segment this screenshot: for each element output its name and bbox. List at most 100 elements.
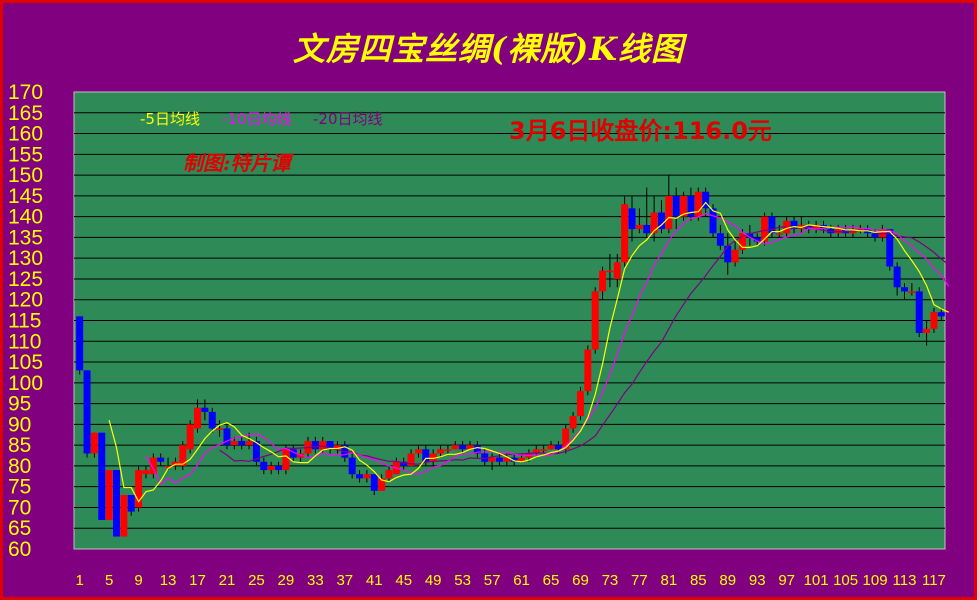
candle-down [724, 245, 732, 263]
x-tick-label: 41 [366, 572, 383, 589]
candle-down [370, 474, 378, 491]
candle-down [400, 461, 408, 466]
candle-down [238, 440, 246, 446]
x-tick-label: 17 [189, 572, 206, 589]
candle-up [282, 449, 290, 471]
candle-up [761, 216, 769, 242]
legend-ma20: -20日均线 [313, 110, 383, 128]
candle-down [459, 445, 467, 450]
candle-up [856, 229, 864, 231]
candle-up [267, 465, 275, 471]
candle-down [702, 191, 710, 209]
candle-up [738, 233, 746, 250]
candle-up [812, 224, 820, 230]
y-tick-label: 125 [8, 268, 43, 291]
ma20-line [219, 226, 957, 465]
candle-down [481, 453, 489, 462]
candle-up [378, 478, 386, 491]
candle-down [716, 233, 724, 246]
candle-up [930, 312, 938, 329]
candle-up [650, 212, 658, 234]
candle-up [319, 440, 327, 450]
close-price-annotation: 3月6日收盘价:116.0元 [509, 117, 772, 145]
y-tick-label: 140 [8, 206, 43, 229]
candle-up [621, 204, 629, 263]
y-tick-label: 130 [8, 247, 43, 270]
candle-up [665, 195, 673, 230]
y-tick-label: 150 [8, 164, 43, 187]
candle-down [223, 428, 231, 446]
candle-up [908, 291, 916, 293]
candle-down [746, 233, 754, 238]
y-tick-label: 110 [8, 330, 41, 353]
candle-up [451, 445, 459, 450]
x-tick-label: 29 [278, 572, 295, 589]
candle-up [606, 270, 614, 273]
candle-up [775, 233, 783, 235]
y-tick-label: 65 [8, 517, 31, 540]
candle-up [385, 470, 393, 479]
x-tick-label: 57 [484, 572, 501, 589]
candle-down [554, 445, 562, 450]
x-tick-label: 65 [543, 572, 560, 589]
candle-up [444, 449, 452, 451]
x-tick-label: 61 [513, 572, 530, 589]
candle-down [348, 457, 356, 475]
candle-up [186, 424, 194, 450]
x-tick-label: 117 [922, 572, 946, 589]
candle-up [532, 449, 540, 454]
x-tick-label: 105 [833, 572, 858, 589]
ma10-line [145, 213, 950, 486]
candle-up [599, 270, 607, 292]
x-tick-label: 69 [572, 572, 589, 589]
candle-down [76, 316, 84, 371]
y-tick-label: 95 [8, 393, 31, 416]
candle-down [311, 440, 319, 450]
y-tick-label: 75 [8, 476, 31, 499]
candle-down [672, 195, 680, 217]
candle-down [495, 457, 503, 462]
candle-down [915, 291, 923, 333]
y-tick-label: 165 [8, 102, 43, 125]
y-tick-label: 60 [8, 538, 31, 561]
candle-up [518, 457, 526, 462]
x-tick-label: 93 [749, 572, 766, 589]
y-tick-label: 85 [8, 434, 31, 457]
candle-down [473, 445, 481, 454]
y-tick-label: 100 [8, 372, 43, 395]
candle-up [540, 449, 548, 451]
x-tick-label: 37 [336, 572, 353, 589]
x-tick-label: 9 [134, 572, 142, 589]
candle-down [157, 457, 165, 462]
candle-down [709, 208, 717, 234]
x-tick-label: 101 [804, 572, 829, 589]
x-tick-label: 97 [778, 572, 795, 589]
candle-up [694, 191, 702, 217]
candle-down [842, 229, 850, 234]
candle-down [510, 457, 518, 462]
candle-down [687, 195, 695, 217]
candle-down [768, 216, 776, 234]
candle-down [98, 432, 106, 520]
candle-up [407, 453, 415, 466]
candle-up [613, 262, 621, 279]
candle-up [230, 440, 238, 446]
x-tick-label: 49 [425, 572, 442, 589]
candle-up [488, 457, 496, 462]
y-tick-label: 80 [8, 455, 31, 478]
x-tick-label: 25 [248, 572, 265, 589]
x-tick-label: 73 [602, 572, 619, 589]
candle-down [113, 470, 121, 537]
candle-up [635, 224, 643, 230]
candle-down [643, 224, 651, 234]
x-tick-label: 5 [105, 572, 113, 589]
candle-up [333, 445, 341, 450]
candle-up [194, 407, 202, 429]
candle-down [252, 440, 260, 462]
y-tick-label: 145 [8, 185, 43, 208]
x-tick-label: 45 [395, 572, 412, 589]
x-tick-label: 81 [660, 572, 677, 589]
y-tick-label: 115 [8, 310, 41, 333]
candle-up [591, 291, 599, 350]
